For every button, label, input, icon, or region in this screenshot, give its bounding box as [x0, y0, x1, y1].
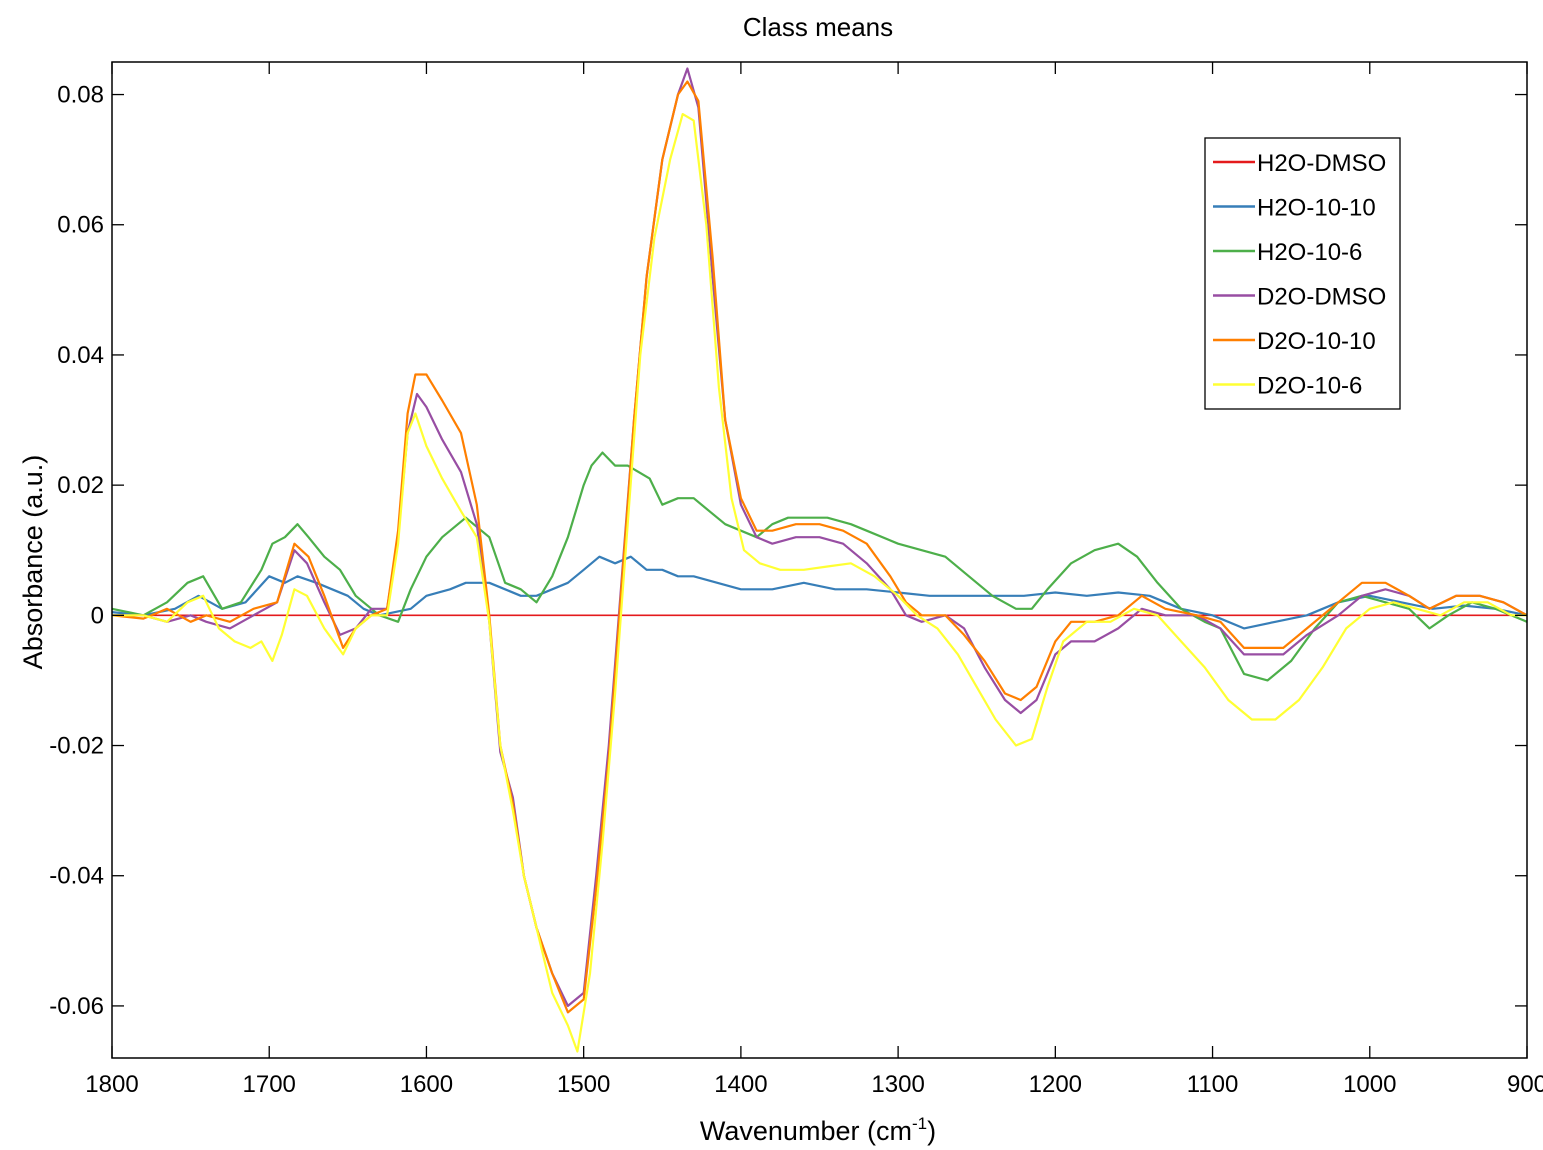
y-tick-label: 0.08 — [57, 82, 104, 109]
series-line-d2o-10-6 — [112, 113, 1527, 1053]
legend-label: D2O-10-6 — [1257, 373, 1362, 400]
x-tick-label: 1100 — [1187, 1071, 1239, 1098]
legend-box — [1204, 137, 1401, 410]
x-tick-label: 1400 — [714, 1071, 767, 1098]
x-tick-label: 1300 — [871, 1071, 924, 1098]
series-line-d2o-dmso — [112, 67, 1528, 1007]
x-tick-label: 1500 — [557, 1071, 610, 1098]
legend: H2O-DMSO H2O-10-10 H2O-10-6 D2O-DMSO D2O-10-… — [1204, 137, 1401, 410]
y-tick-label: -0.06 — [49, 993, 104, 1020]
y-tick-label: 0.04 — [57, 342, 104, 369]
svg-text:Absorbance (a.u.): Absorbance (a.u.) — [18, 455, 48, 670]
x-tick-label: 1600 — [400, 1071, 453, 1098]
legend-label: D2O-10-10 — [1257, 328, 1376, 355]
y-tick-label: 0.02 — [57, 472, 104, 499]
x-tick-label: 1800 — [85, 1071, 138, 1098]
legend-label: D2O-DMSO — [1257, 284, 1386, 311]
y-tick-label: 0.06 — [57, 212, 104, 239]
x-axis-label: Wavenumber (cm-1) — [700, 1114, 936, 1146]
chart-title: Class means — [743, 12, 893, 42]
y-axis-label: Absorbance (a.u.) — [18, 455, 48, 670]
legend-label: H2O-10-6 — [1257, 239, 1362, 266]
series-layer — [111, 67, 1528, 1053]
x-tick-label: 1200 — [1029, 1071, 1082, 1098]
x-tick-label: 1000 — [1343, 1071, 1396, 1098]
y-tick-label: -0.04 — [49, 863, 104, 890]
x-tick-label: 900 — [1507, 1071, 1543, 1098]
plot-frame — [111, 61, 1528, 1059]
legend-label: H2O-10-10 — [1257, 195, 1376, 222]
axes: 1800 1700 1600 1500 1400 1300 1200 1100 1000 900 -… — [49, 61, 1543, 1098]
series-line-h2o-10-10 — [111, 555, 1528, 630]
y-tick-label: -0.02 — [49, 733, 104, 760]
legend-label: H2O-DMSO — [1257, 150, 1386, 177]
y-tick-label: 0 — [91, 602, 104, 629]
x-tick-label: 1700 — [243, 1071, 296, 1098]
